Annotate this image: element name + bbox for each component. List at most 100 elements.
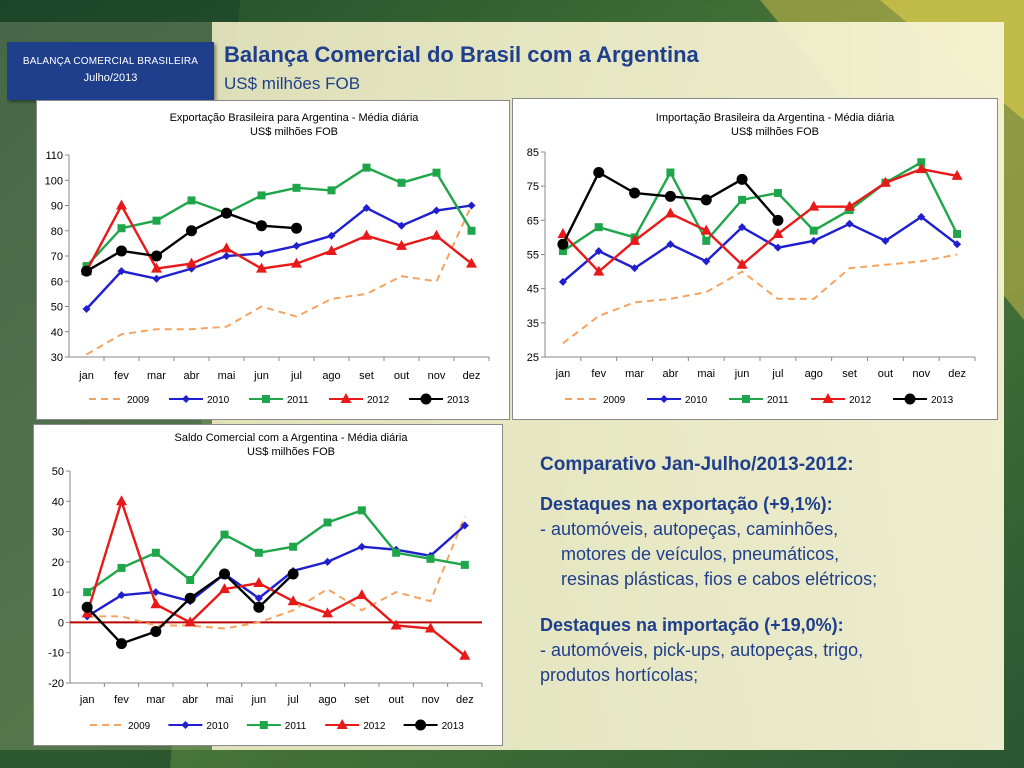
data-point-2010 [222,252,231,260]
x-tick-label: jan [78,370,94,382]
data-point-2012 [326,244,337,255]
data-point-2011 [186,576,195,585]
data-point-2011 [773,189,782,197]
data-point-2010 [845,219,854,228]
data-point-2012 [322,607,333,618]
data-point-2012 [256,262,267,273]
data-point-2010 [881,236,890,245]
legend-marker-2011 [262,395,270,403]
legend-label-2013: 2013 [447,395,470,406]
data-point-2012 [879,176,891,187]
data-point-2011 [432,168,441,177]
data-point-2010 [953,240,962,249]
data-point-2012 [844,200,856,211]
data-point-2010 [82,305,91,314]
export-chart: Exportação Brasileira para Argentina - M… [45,112,490,406]
x-tick-label: mar [625,368,644,380]
series-2010 [558,212,962,286]
data-point-2010 [117,591,126,600]
comparison-heading: Comparativo Jan-Julho/2013-2012: [540,454,854,475]
x-tick-label: mai [697,368,715,380]
report-badge: BALANÇA COMERCIAL BRASILEIRA Julho/2013 [7,42,214,100]
data-point-2011 [151,548,160,557]
legend: 2009 2010 2011 2012 2013 [565,393,954,406]
data-point-2011 [357,506,366,515]
import-chart-panel: Importação Brasileira da Argentina - Méd… [512,98,998,420]
series-line-2010 [86,524,466,618]
series-2011 [558,158,962,256]
y-tick-label: 90 [51,201,63,213]
series-2009 [562,253,958,345]
data-point-2012 [425,622,436,633]
x-tick-label: jul [290,370,302,382]
data-point-2013 [287,568,299,580]
x-tick-label: jan [555,368,571,380]
legend-label-2013: 2013 [931,395,954,406]
data-point-2012 [116,199,127,210]
y-tick-label: 70 [51,251,63,263]
x-tick-label: mar [147,370,166,382]
x-tick-label: jul [771,368,783,380]
data-point-2011 [738,195,747,204]
data-point-2010 [702,257,711,266]
legend-label-2011: 2011 [287,395,309,406]
data-point-2011 [917,158,926,167]
data-point-2011 [289,542,298,551]
data-point-2012 [431,229,442,240]
data-point-2013 [221,207,232,219]
legend-marker-2012 [336,719,348,729]
data-point-2010 [152,274,161,283]
data-point-2012 [772,228,784,238]
import-highlights-line1: - automóveis, pick-ups, autopeças, trigo… [540,640,864,660]
series-2013 [81,207,302,277]
data-point-2013 [219,568,230,580]
y-tick-label: 85 [527,147,539,159]
data-point-2011 [254,548,263,557]
y-tick-label: 55 [527,250,539,262]
data-point-2011 [426,554,435,563]
data-point-2012 [396,239,407,250]
data-point-2010 [257,249,266,258]
y-tick-label: 65 [527,215,539,227]
data-point-2013 [256,220,267,232]
data-point-2010 [323,557,332,566]
badge-date: Julho/2013 [83,72,138,84]
page-subtitle: US$ milhões FOB [224,74,361,93]
y-tick-label: 100 [45,175,63,187]
series-line-2009 [87,516,466,630]
data-point-2011 [558,247,567,256]
data-point-2011 [257,191,266,200]
x-tick-label: dez [456,694,474,706]
x-tick-label: abr [184,370,200,382]
series-line-2012 [85,202,473,272]
data-point-2011 [323,518,332,527]
y-tick-label: 50 [52,466,64,478]
data-point-2013 [116,638,127,650]
data-point-2012 [219,583,230,594]
y-tick-label: 60 [51,276,63,288]
data-point-2010 [738,223,747,232]
legend-marker-2013 [420,393,432,405]
x-tick-label: abr [182,694,198,706]
y-tick-label: 30 [51,352,63,364]
y-tick-label: 50 [51,302,63,314]
legend: 2009 2010 2011 2012 2013 [90,719,464,732]
series-line-2010 [562,215,958,283]
data-point-2010 [397,221,406,230]
import-highlights-heading: Destaques na importação (+19,0%): [540,615,844,635]
data-point-2012 [808,200,820,211]
data-point-2013 [772,214,784,226]
data-point-2010 [467,201,476,210]
legend: 2009 2010 2011 2012 2013 [89,393,470,406]
chart-subtitle: US$ milhões FOB [731,126,819,138]
x-tick-label: set [354,694,369,706]
data-point-2010 [357,542,366,551]
y-tick-label: 40 [51,327,63,339]
y-tick-label: 40 [52,496,64,508]
data-point-2012 [664,207,676,218]
x-tick-label: jan [79,694,95,706]
legend-marker-2013 [415,719,427,731]
balance-chart-panel: Saldo Comercial com a Argentina - Média … [33,424,503,746]
x-tick-label: nov [428,370,446,382]
import-chart: Importação Brasileira da Argentina - Méd… [527,112,976,406]
